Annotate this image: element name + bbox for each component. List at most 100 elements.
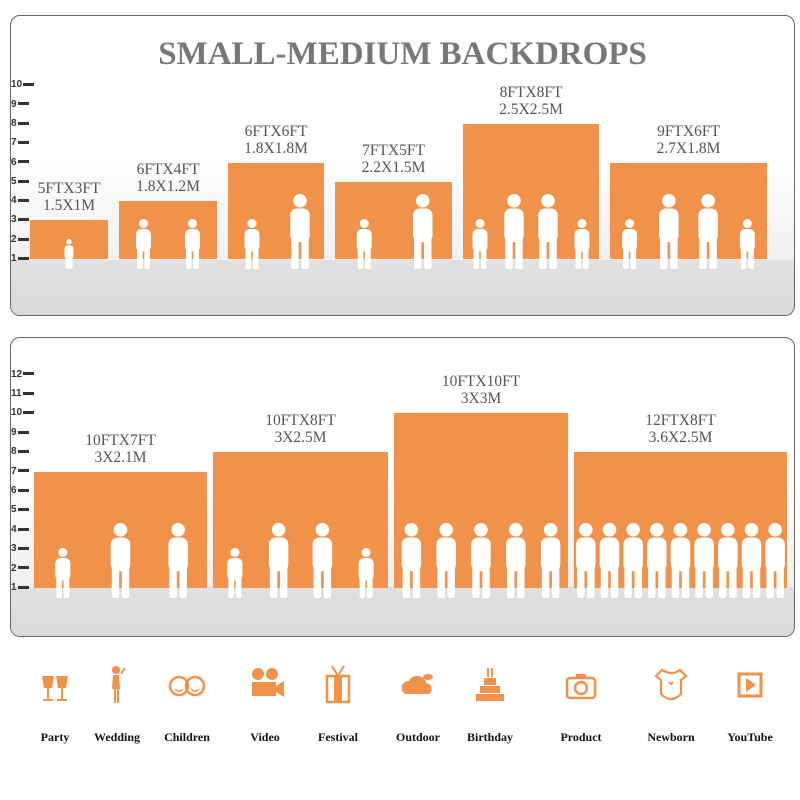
tick-label: 1 bbox=[11, 582, 17, 593]
person-silhouette bbox=[694, 523, 714, 598]
play-button-icon bbox=[737, 672, 763, 698]
use-case-wedding: Wedding bbox=[77, 662, 157, 744]
use-case-video: Video bbox=[225, 662, 305, 744]
use-case-children: Children bbox=[147, 662, 227, 744]
wine-glasses-icon bbox=[42, 676, 68, 701]
page-title: SMALL-MEDIUM BACKDROPS bbox=[158, 36, 647, 72]
person-silhouette bbox=[356, 219, 372, 269]
person-silhouette bbox=[698, 194, 718, 269]
person-silhouette bbox=[718, 523, 738, 598]
tick-label: 11 bbox=[11, 388, 22, 399]
scale-tick: 7 bbox=[11, 138, 29, 148]
tick-mark bbox=[17, 585, 29, 589]
height-scale: 10 9 8 7 6 5 4 3 2 1 bbox=[11, 16, 41, 315]
size-meters: 2.2X1.5M bbox=[361, 158, 426, 176]
tick-label: 4 bbox=[11, 195, 17, 207]
use-case-label: Wedding bbox=[93, 730, 141, 744]
tick-mark bbox=[23, 411, 35, 415]
size-feet: 12FTX8FT bbox=[645, 412, 716, 430]
tick-mark bbox=[17, 102, 29, 106]
backdrop-bar bbox=[119, 201, 217, 259]
camera-icon bbox=[565, 674, 597, 700]
tick-label: 5 bbox=[11, 504, 17, 516]
tick-label: 9 bbox=[11, 98, 17, 110]
couple-icon bbox=[112, 666, 126, 703]
person-silhouette bbox=[739, 219, 755, 269]
tick-mark bbox=[17, 256, 29, 260]
people-silhouettes bbox=[622, 194, 755, 269]
size-feet: 10FTX10FT bbox=[441, 373, 521, 391]
person-silhouette bbox=[472, 219, 488, 269]
person-silhouette bbox=[268, 523, 289, 598]
tick-label: 8 bbox=[11, 117, 17, 129]
backdrop-size-label: 10FTX10FT 3X3M bbox=[374, 373, 588, 407]
scale-tick: 1 bbox=[11, 583, 29, 593]
person-silhouette bbox=[659, 194, 679, 269]
person-silhouette bbox=[765, 523, 785, 598]
person-silhouette bbox=[540, 523, 561, 598]
scale-tick: 5 bbox=[11, 176, 29, 187]
size-feet: 9FTX6FT bbox=[657, 122, 720, 140]
use-case-label: Newborn bbox=[647, 730, 695, 744]
scale-tick: 10 bbox=[11, 407, 35, 419]
medium-backdrops-panel: 12 11 10 9 8 7 6 5 4 3 2 1 10FTX7FT 3X2.1M 10FTX8FT 3X… bbox=[10, 337, 795, 637]
gift-box-icon bbox=[325, 665, 351, 704]
tick-mark bbox=[17, 488, 29, 492]
people-silhouettes bbox=[401, 523, 561, 598]
people-silhouettes bbox=[64, 239, 74, 269]
scale-tick: 4 bbox=[11, 524, 29, 535]
person-silhouette bbox=[622, 219, 638, 269]
use-case-label: Product bbox=[560, 730, 602, 744]
person-silhouette bbox=[227, 548, 243, 598]
people-silhouettes bbox=[136, 219, 200, 269]
person-silhouette bbox=[576, 523, 596, 598]
small-backdrops-panel: SMALL-MEDIUM BACKDROPS 10 9 8 7 6 5 4 3 2 1 5FTX3… bbox=[10, 15, 795, 316]
tick-mark bbox=[17, 160, 29, 164]
size-feet: 6FTX6FT bbox=[244, 122, 308, 140]
cloud-icon bbox=[401, 674, 433, 694]
scale-tick: 4 bbox=[11, 196, 29, 206]
size-meters: 1.5X1M bbox=[42, 197, 96, 215]
height-scale: 12 11 10 9 8 7 6 5 4 3 2 1 bbox=[11, 338, 41, 636]
use-case-label: YouTube bbox=[727, 730, 773, 744]
person-silhouette bbox=[574, 219, 590, 269]
person-silhouette bbox=[436, 523, 456, 598]
scale-tick: 6 bbox=[11, 486, 29, 496]
use-case-product: Product bbox=[541, 662, 621, 744]
scale-tick: 7 bbox=[11, 465, 29, 477]
person-silhouette bbox=[413, 194, 433, 269]
tick-label: 6 bbox=[11, 156, 17, 168]
tick-mark bbox=[23, 372, 35, 376]
backdrop-size-label: 12FTX8FT 3.6X2.5M bbox=[554, 412, 794, 446]
backdrop-size-label: 6FTX4FT 1.8X1.2M bbox=[99, 161, 237, 195]
size-meters: 3X2.1M bbox=[94, 448, 147, 466]
tick-label: 9 bbox=[11, 426, 17, 438]
size-meters: 3X2.5M bbox=[274, 429, 327, 447]
scale-tick: 8 bbox=[11, 447, 29, 457]
use-case-newborn: Newborn bbox=[631, 662, 711, 744]
size-feet: 7FTX5FT bbox=[362, 141, 425, 159]
person-silhouette bbox=[290, 194, 310, 269]
scale-tick: 2 bbox=[11, 233, 29, 245]
use-case-label: Festival bbox=[318, 730, 358, 744]
use-case-party: Party bbox=[15, 662, 95, 744]
scale-tick: 12 bbox=[11, 369, 35, 380]
tick-mark bbox=[23, 83, 35, 87]
tick-label: 7 bbox=[11, 465, 17, 477]
tick-label: 3 bbox=[11, 214, 17, 226]
person-silhouette bbox=[538, 194, 558, 269]
tick-mark bbox=[17, 141, 29, 145]
birthday-cake-icon bbox=[476, 668, 504, 701]
tick-label: 2 bbox=[11, 233, 17, 245]
person-silhouette bbox=[471, 523, 491, 598]
person-silhouette bbox=[64, 239, 74, 269]
tick-label: 10 bbox=[11, 407, 23, 419]
scale-tick: 2 bbox=[11, 563, 29, 574]
floor bbox=[11, 260, 794, 315]
tick-mark bbox=[22, 391, 34, 395]
scale-tick: 9 bbox=[11, 98, 29, 110]
people-silhouettes bbox=[472, 194, 590, 269]
backdrop-size-label: 10FTX8FT 3X2.5M bbox=[193, 412, 408, 446]
tick-mark bbox=[17, 508, 29, 512]
backdrop-size-label: 5FTX3FT 1.5X1M bbox=[11, 180, 128, 215]
